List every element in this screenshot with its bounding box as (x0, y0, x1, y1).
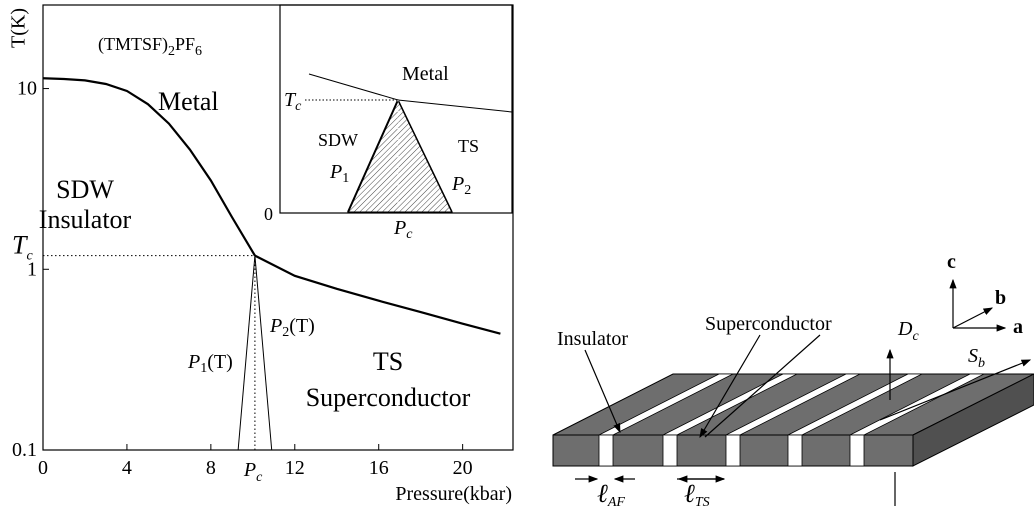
schematic-label: ℓTS (684, 479, 710, 510)
x-tick-label: 0 (38, 457, 48, 479)
inset-label: P2 (451, 173, 471, 198)
x-tick-label: 12 (285, 457, 305, 479)
label-part: 1 (342, 171, 349, 186)
region-label: Insulator (39, 205, 132, 234)
inset-region: TS (458, 136, 479, 156)
x-tick-label: 4 (122, 457, 132, 479)
schematic-label: Sb (968, 345, 985, 371)
label-part: 2 (464, 183, 471, 198)
series-line (255, 256, 272, 450)
region-label: Metal (158, 87, 219, 116)
axis-label: a (1013, 316, 1023, 338)
label-part: P (187, 351, 200, 373)
label-part: c (406, 227, 413, 242)
inset-label: P1 (329, 161, 349, 186)
y-tick-label: 10 (17, 78, 37, 100)
label-part: S (968, 345, 978, 367)
boundary-label: P1(T) (187, 351, 233, 376)
label-part: c (295, 99, 302, 114)
x-tick-label: 20 (453, 457, 473, 479)
tc-label: Tc (12, 231, 33, 264)
stripe-front (788, 435, 802, 466)
stripe-front (726, 435, 740, 466)
compound-part: PF (175, 34, 195, 54)
label-part: (T) (289, 315, 315, 337)
inset: Metal SDW TS Tc P1 P2 0 Pc (264, 5, 512, 242)
boundary-label: P2(T) (269, 315, 315, 340)
x-tick-label: 8 (206, 457, 216, 479)
y-tick-label: 0.1 (12, 439, 37, 461)
label-part: c (26, 249, 33, 264)
figure: T(K) Pressure(kbar) (TMTSF)2PF6 Metal SD… (0, 0, 1034, 514)
label-part: P (243, 459, 256, 481)
label-part: c (256, 470, 263, 485)
label-part: AF (607, 495, 626, 510)
stripe-front (850, 435, 864, 466)
label-part: b (978, 356, 985, 371)
label-part: 1 (200, 361, 207, 376)
label-part: 2 (282, 325, 289, 340)
label-part: D (897, 318, 913, 340)
pc-label: Pc (243, 459, 263, 485)
y-axis-title: T(K) (8, 8, 30, 48)
compound-part: (TMTSF) (98, 34, 168, 55)
region-label: TS (373, 347, 403, 376)
ts-region (348, 100, 452, 212)
label-part: ℓ (684, 479, 695, 508)
schematic-label: Superconductor (705, 313, 832, 335)
label-part: P (329, 161, 342, 183)
label-part: (T) (207, 351, 233, 373)
region-label: Superconductor (306, 383, 471, 412)
compound: (TMTSF)2PF6 (98, 34, 202, 59)
label-part: TS (695, 495, 710, 510)
label-part: P (393, 217, 406, 239)
page: T(K) Pressure(kbar) (TMTSF)2PF6 Metal SD… (0, 0, 1034, 514)
x-tick-label: 16 (369, 457, 389, 479)
region-label: SDW (56, 175, 114, 204)
label-part: c (912, 329, 919, 344)
stripe-front (599, 435, 613, 466)
x-axis-title: Pressure(kbar) (395, 483, 512, 505)
inset-label: Tc (284, 89, 302, 114)
schematic-label: ℓAF (597, 479, 625, 510)
label-part: P (451, 173, 464, 195)
inset-label: 0 (264, 204, 273, 224)
axis-label: c (947, 251, 956, 273)
inset-region: Metal (402, 63, 449, 85)
schematic-label: Insulator (557, 328, 628, 350)
series-line (238, 256, 255, 450)
inset-label: Pc (393, 217, 413, 242)
axis-label: b (995, 287, 1006, 309)
compound-part: 6 (195, 44, 202, 59)
label-part: ℓ (597, 479, 608, 508)
label-part: P (269, 315, 282, 337)
compound-part: 2 (168, 44, 175, 59)
schematic-label: Dc (897, 318, 919, 344)
stripe-front (663, 435, 677, 466)
inset-region: SDW (318, 130, 358, 150)
axis-arrow (953, 308, 992, 328)
schematic: Insulator Superconductor c b a Dc Sb ℓAF… (553, 251, 1034, 510)
